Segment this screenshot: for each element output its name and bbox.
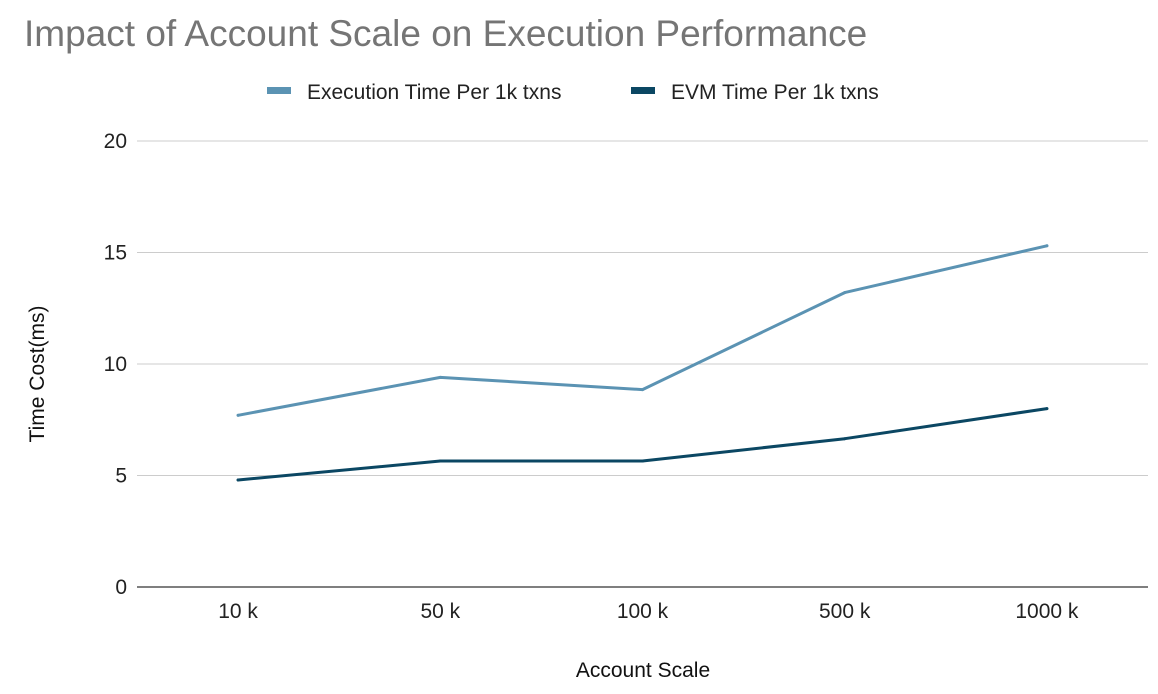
- series-line-evm-time: [236, 407, 1049, 482]
- legend-label-execution-time: Execution Time Per 1k txns: [307, 81, 561, 104]
- legend-item-evm-time: EVM Time Per 1k txns: [631, 81, 879, 104]
- legend-swatch-execution-time: [267, 87, 291, 94]
- x-tick-label-50k: 50 k: [420, 600, 460, 623]
- data-point-evm-time-3: [843, 437, 847, 441]
- x-axis-ticks: 10 k 50 k 100 k 500 k 1000 k: [218, 600, 1079, 623]
- y-axis-ticks: 0 5 10 15 20: [104, 130, 127, 599]
- data-point-evm-time-2: [641, 459, 644, 463]
- x-axis-title: Account Scale: [576, 659, 710, 682]
- gridlines: [137, 140, 1148, 588]
- legend-label-evm-time: EVM Time Per 1k txns: [671, 81, 879, 104]
- data-point-execution-time-4: [1045, 244, 1049, 248]
- chart-title: Impact of Account Scale on Execution Per…: [24, 13, 867, 54]
- legend-item-execution-time: Execution Time Per 1k txns: [267, 81, 561, 104]
- x-tick-label-1000k: 1000 k: [1015, 600, 1079, 623]
- y-axis-title: Time Cost(ms): [26, 306, 49, 443]
- data-point-evm-time-0: [236, 478, 240, 482]
- data-point-evm-time-1: [438, 459, 442, 463]
- y-tick-label-5: 5: [115, 465, 127, 488]
- x-tick-label-10k: 10 k: [218, 600, 258, 623]
- y-tick-label-20: 20: [104, 130, 127, 153]
- data-point-execution-time-0: [236, 413, 240, 417]
- data-point-execution-time-1: [438, 375, 442, 379]
- y-tick-label-15: 15: [104, 242, 127, 265]
- data-point-execution-time-2: [641, 388, 644, 392]
- data-point-evm-time-4: [1045, 407, 1049, 411]
- x-tick-label-500k: 500 k: [819, 600, 871, 623]
- x-tick-label-100k: 100 k: [617, 600, 669, 623]
- data-point-execution-time-3: [843, 291, 847, 295]
- legend: Execution Time Per 1k txns EVM Time Per …: [267, 81, 879, 104]
- y-tick-label-10: 10: [104, 353, 127, 376]
- legend-swatch-evm-time: [631, 87, 655, 94]
- series-lines: [236, 244, 1049, 482]
- y-tick-label-0: 0: [115, 576, 127, 599]
